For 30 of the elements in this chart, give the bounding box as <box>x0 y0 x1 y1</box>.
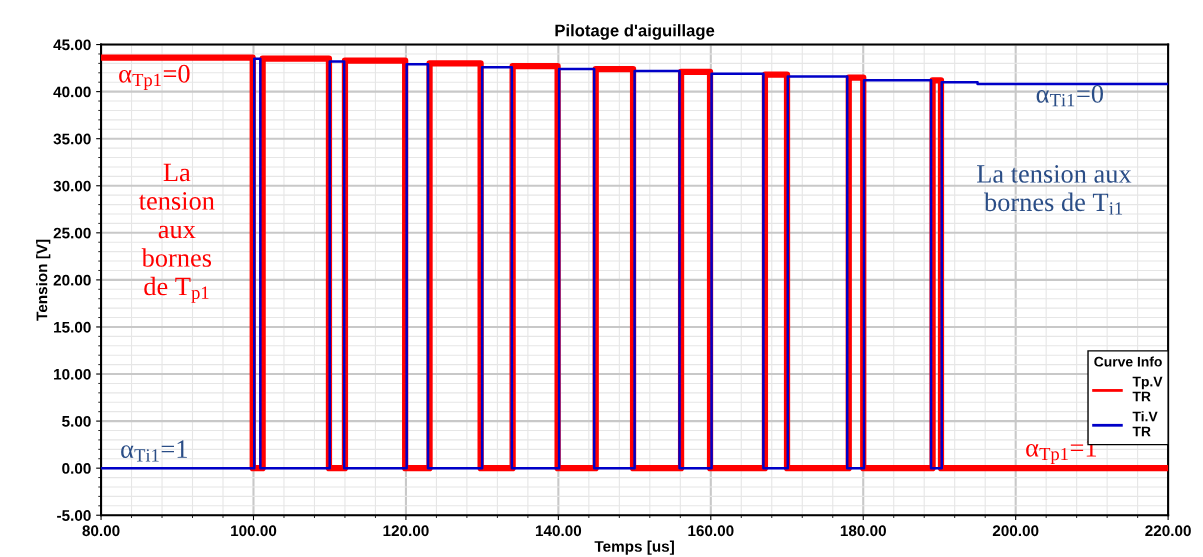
x-tick-label: 100.00 <box>231 525 277 537</box>
y-tick-label: 0.00 <box>62 463 91 474</box>
x-tick-label: 200.00 <box>992 525 1039 537</box>
y-axis-title: Tension [V] <box>36 239 51 321</box>
y-tick-label: 35.00 <box>53 133 91 145</box>
annotation: La tension aux bornes de T$_{p1}$ <box>138 163 215 303</box>
y-tick-label: 45.00 <box>53 39 91 51</box>
x-tick-label: 160.00 <box>688 525 734 537</box>
y-tick-label: -5.00 <box>57 510 91 521</box>
chart-title: Pilotage d'aiguillage <box>555 24 715 40</box>
x-tick-label: 180.00 <box>840 525 886 537</box>
legend-label: Ti.V TR <box>1132 411 1158 437</box>
annotation: α$_{Ti1}$=0 <box>1036 85 1103 107</box>
y-tick-label: 25.00 <box>53 227 91 239</box>
y-tick-label: 10.00 <box>54 368 91 380</box>
legend-title: Curve Info <box>1094 356 1162 367</box>
y-tick-label: 40.00 <box>53 86 91 98</box>
x-tick-label: 220.00 <box>1145 525 1191 537</box>
x-tick-label: 120.00 <box>383 525 429 537</box>
x-tick-label: 140.00 <box>535 525 582 537</box>
legend-label: Tp.V TR <box>1132 376 1163 402</box>
x-tick-label: 80.00 <box>82 525 120 537</box>
y-tick-label: 20.00 <box>53 274 91 286</box>
annotation: α$_{Tp1}$=0 <box>119 64 190 90</box>
x-axis-title: Temps [us] <box>594 540 674 555</box>
y-tick-label: 5.00 <box>62 415 91 427</box>
y-tick-label: 30.00 <box>53 180 91 192</box>
annotation: α$_{Ti1}$=1 <box>121 440 187 462</box>
y-tick-label: 15.00 <box>54 321 91 333</box>
annotation: La tension aux bornes de T$_{i1}$ <box>977 165 1132 215</box>
